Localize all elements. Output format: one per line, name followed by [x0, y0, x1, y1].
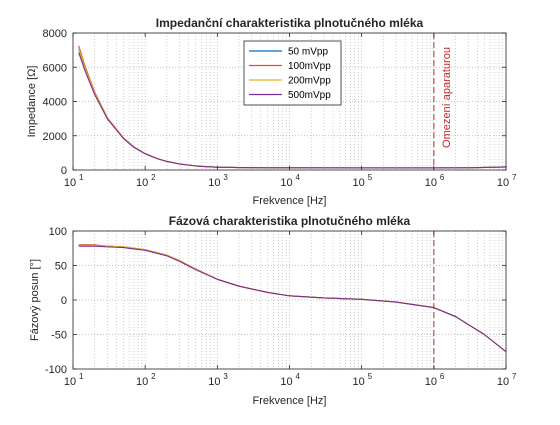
impedance-x-tick-label: 10 7 — [497, 173, 517, 189]
impedance-x-tick-label: 10 3 — [208, 173, 228, 189]
impedance-limit-annotation: Omezení aparaturou — [441, 47, 453, 148]
phase-x-tick-label: 10 2 — [136, 372, 156, 388]
legend-label-200mvpp: 200mVpp — [288, 76, 331, 87]
phase-x-tick-label: 10 1 — [64, 372, 84, 388]
impedance-x-tick-label: 10 2 — [136, 173, 156, 189]
impedance-y-tick-label: 0 — [61, 165, 67, 177]
impedance-x-tick-base: 10 — [353, 177, 365, 189]
phase-y-tick-label: 50 — [55, 261, 67, 273]
phase-x-tick-exponent: 7 — [512, 372, 517, 381]
impedance-x-tick-exponent: 6 — [440, 173, 445, 182]
impedance-chart-title: Impedanční charakteristika plnotučného m… — [156, 16, 424, 30]
impedance-y-axis-label: Impedance [Ω] — [26, 66, 38, 138]
legend-label-100mvpp: 100mVpp — [288, 61, 331, 72]
phase-x-tick-label: 10 5 — [353, 372, 373, 388]
impedance-x-tick-base: 10 — [425, 177, 437, 189]
phase-x-tick-label: 10 6 — [425, 372, 445, 388]
impedance-y-tick-label: 6000 — [43, 62, 67, 74]
impedance-x-tick-base: 10 — [208, 177, 220, 189]
phase-x-tick-base: 10 — [136, 376, 148, 388]
phase-x-tick-label: 10 3 — [208, 372, 228, 388]
legend-label-500mvpp: 500mVpp — [288, 90, 331, 101]
impedance-x-tick-exponent: 2 — [151, 173, 156, 182]
impedance-legend: 50 mVpp 100mVpp 200mVpp 500mVpp — [243, 40, 342, 106]
impedance-x-tick-label: 10 5 — [353, 173, 373, 189]
impedance-x-tick-base: 10 — [497, 177, 509, 189]
impedance-series-line-500mvpp — [78, 52, 506, 169]
impedance-y-tick-label: 8000 — [43, 28, 67, 40]
impedance-x-tick-exponent: 5 — [368, 173, 373, 182]
impedance-x-axis-label: Frekvence [Hz] — [253, 195, 327, 207]
phase-x-tick-exponent: 6 — [440, 372, 445, 381]
impedance-x-tick-exponent: 3 — [223, 173, 228, 182]
phase-y-tick-label: -100 — [45, 364, 67, 376]
legend-label-50-mvpp: 50 mVpp — [288, 47, 328, 58]
phase-x-axis-label: Frekvence [Hz] — [253, 395, 327, 407]
phase-x-tick-exponent: 1 — [79, 372, 84, 381]
impedance-x-tick-exponent: 7 — [512, 173, 517, 182]
impedance-x-tick-label: 10 4 — [280, 173, 300, 189]
legend-entry-50-mvpp: 50 mVpp — [249, 47, 328, 58]
legend-entry-200mvpp: 200mVpp — [249, 76, 331, 87]
impedance-x-tick-base: 10 — [64, 177, 76, 189]
impedance-y-tick-label: 2000 — [43, 131, 67, 143]
phase-x-tick-exponent: 5 — [368, 372, 373, 381]
phase-x-tick-base: 10 — [497, 376, 509, 388]
phase-x-tick-exponent: 3 — [223, 372, 228, 381]
phase-x-tick-label: 10 7 — [497, 372, 517, 388]
phase-chart-title: Fázová charakteristika plnotučného mléka — [169, 214, 411, 228]
legend-entry-500mvpp: 500mVpp — [249, 90, 331, 101]
phase-x-tick-base: 10 — [425, 376, 437, 388]
phase-y-axis-label: Fázový posun [°] — [29, 259, 41, 341]
impedance-x-tick-exponent: 4 — [296, 173, 301, 182]
impedance-x-tick-label: 10 1 — [64, 173, 84, 189]
phase-x-tick-base: 10 — [208, 376, 220, 388]
phase-x-tick-exponent: 2 — [151, 372, 156, 381]
impedance-x-tick-exponent: 1 — [79, 173, 84, 182]
impedance-x-tick-label: 10 6 — [425, 173, 445, 189]
phase-y-tick-label: 100 — [49, 226, 67, 238]
phase-x-tick-base: 10 — [353, 376, 365, 388]
phase-x-tick-label: 10 4 — [280, 372, 300, 388]
impedance-y-tick-label: 4000 — [43, 97, 67, 109]
phase-y-tick-label: -50 — [51, 330, 67, 342]
phase-x-tick-base: 10 — [280, 376, 292, 388]
phase-y-tick-label: 0 — [61, 295, 67, 307]
impedance-x-tick-base: 10 — [280, 177, 292, 189]
phase-x-tick-base: 10 — [64, 376, 76, 388]
impedance-x-tick-base: 10 — [136, 177, 148, 189]
phase-x-tick-exponent: 4 — [296, 372, 301, 381]
impedance-panel: Omezení aparaturou 10 1 10 2 10 3 10 4 10 5 10 6 10 7… — [26, 16, 517, 207]
legend-entry-100mvpp: 100mVpp — [249, 61, 331, 72]
